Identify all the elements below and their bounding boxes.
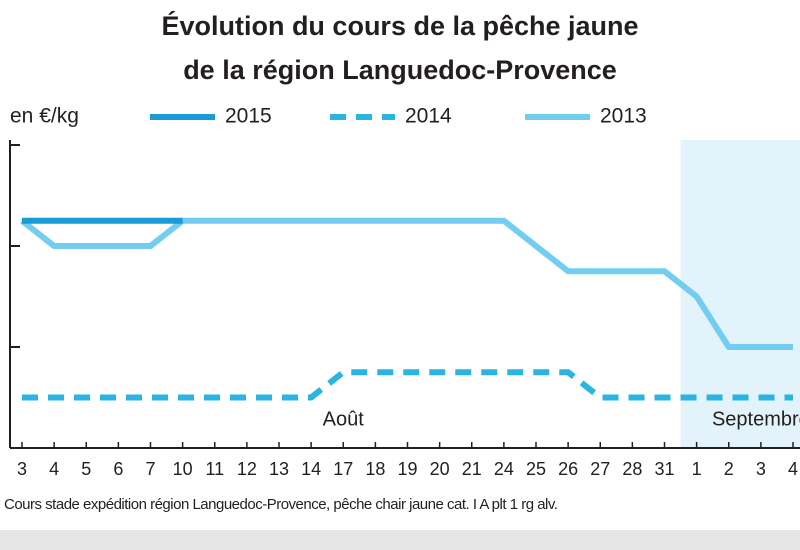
x-tick-label: 18 — [365, 459, 385, 479]
x-tick-label: 27 — [590, 459, 610, 479]
annotation: Août — [323, 408, 365, 430]
x-tick-label: 11 — [205, 459, 224, 479]
x-tick-label: 12 — [237, 459, 257, 479]
x-tick-label: 13 — [269, 459, 289, 479]
annotation: Septembre — [712, 408, 800, 430]
x-tick-label: 2 — [724, 459, 734, 479]
x-tick-label: 24 — [494, 459, 514, 479]
x-tick-label: 28 — [622, 459, 642, 479]
x-tick-label: 5 — [81, 459, 91, 479]
x-tick-label: 3 — [756, 459, 766, 479]
x-tick-label: 7 — [145, 459, 155, 479]
chart-title: Évolution du cours de la pêche jaune — [161, 10, 638, 41]
x-tick-label: 31 — [654, 459, 674, 479]
x-tick-label: 1 — [692, 459, 702, 479]
chart-title: de la région Languedoc-Provence — [183, 55, 617, 85]
legend-label: 2013 — [600, 105, 647, 128]
shaded-region — [680, 140, 800, 448]
bottom-bar — [0, 530, 800, 550]
x-tick-label: 10 — [173, 459, 193, 479]
x-tick-label: 4 — [788, 459, 798, 479]
footnote: Cours stade expédition région Languedoc-… — [4, 496, 557, 513]
x-tick-label: 17 — [333, 459, 353, 479]
x-tick-label: 14 — [301, 459, 321, 479]
y-axis-label: en €/kg — [10, 105, 79, 128]
x-tick-label: 3 — [17, 459, 27, 479]
x-tick-label: 20 — [430, 459, 450, 479]
series-line — [22, 369, 793, 401]
x-tick-label: 6 — [113, 459, 123, 479]
legend-label: 2014 — [405, 105, 452, 128]
x-tick-label: 4 — [49, 459, 59, 479]
x-tick-label: 26 — [558, 459, 578, 479]
x-tick-label: 21 — [462, 459, 482, 479]
x-tick-label: 25 — [526, 459, 546, 479]
series-line — [20, 217, 793, 350]
x-tick-label: 19 — [397, 459, 417, 479]
legend-label: 2015 — [225, 105, 272, 128]
